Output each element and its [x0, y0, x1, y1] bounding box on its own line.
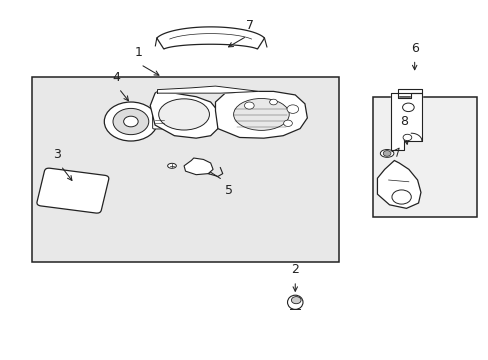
FancyBboxPatch shape: [37, 168, 109, 213]
Circle shape: [291, 297, 301, 304]
Text: 3: 3: [53, 148, 61, 161]
Polygon shape: [183, 158, 213, 175]
Polygon shape: [157, 27, 264, 49]
Ellipse shape: [287, 295, 303, 309]
Text: 6: 6: [410, 41, 418, 54]
Polygon shape: [157, 86, 259, 93]
Text: 4: 4: [112, 71, 120, 84]
Circle shape: [244, 102, 254, 109]
Circle shape: [402, 134, 411, 141]
Circle shape: [391, 190, 410, 204]
Circle shape: [269, 99, 277, 105]
Circle shape: [113, 108, 148, 135]
Circle shape: [283, 120, 292, 126]
Text: 7: 7: [246, 19, 254, 32]
Text: 2: 2: [291, 264, 299, 276]
Circle shape: [286, 105, 298, 113]
Bar: [372, 97, 476, 217]
Text: 1: 1: [134, 46, 142, 59]
Polygon shape: [390, 93, 421, 150]
FancyBboxPatch shape: [152, 114, 166, 129]
Polygon shape: [377, 161, 420, 208]
Text: 5: 5: [224, 184, 233, 197]
Circle shape: [123, 116, 138, 127]
Polygon shape: [150, 91, 218, 138]
Ellipse shape: [380, 149, 393, 157]
Ellipse shape: [167, 163, 176, 168]
Text: 8: 8: [399, 114, 407, 127]
Circle shape: [402, 103, 413, 112]
Polygon shape: [397, 89, 421, 93]
Ellipse shape: [233, 99, 288, 130]
Ellipse shape: [159, 99, 209, 130]
Polygon shape: [215, 91, 307, 138]
Circle shape: [383, 150, 390, 156]
Circle shape: [104, 102, 157, 141]
Bar: [32, 77, 338, 261]
